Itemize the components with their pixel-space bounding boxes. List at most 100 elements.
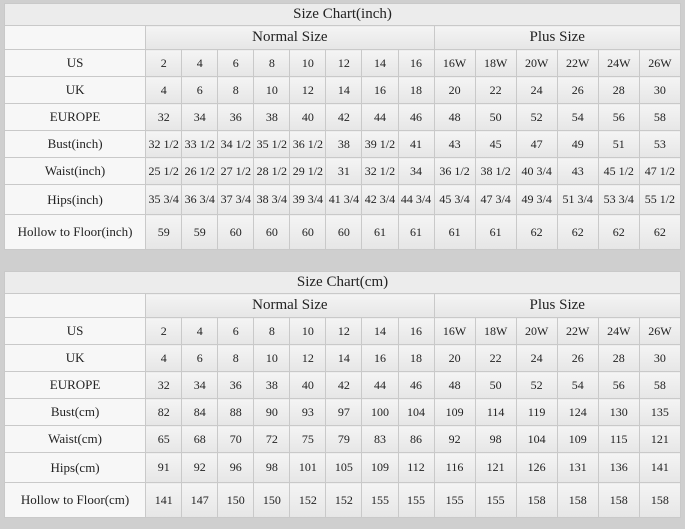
size-value-cell: 24	[515, 76, 558, 104]
size-value-cell: 28	[597, 76, 640, 104]
size-value-cell: 20W	[515, 317, 558, 345]
size-value-cell: 126	[515, 452, 558, 483]
size-value-cell: 10	[289, 49, 327, 77]
size-value-cell: 8	[217, 344, 255, 372]
size-value-cell: 79	[325, 425, 363, 453]
corner-cell	[3, 25, 147, 50]
size-value-cell: 53 3/4	[597, 184, 640, 215]
row-label: UK	[3, 344, 147, 372]
size-value-cell: 109	[361, 452, 399, 483]
size-value-cell: 33 1/2	[181, 130, 219, 158]
size-value-cell: 16W	[433, 317, 476, 345]
size-value-cell: 34	[397, 157, 435, 185]
size-value-cell: 155	[361, 482, 399, 518]
size-value-cell: 38 1/2	[474, 157, 517, 185]
size-value-cell: 37 3/4	[217, 184, 255, 215]
size-value-cell: 58	[638, 103, 682, 131]
size-value-cell: 104	[397, 398, 435, 426]
size-value-cell: 59	[145, 214, 183, 250]
size-value-cell: 24W	[597, 317, 640, 345]
size-value-cell: 131	[556, 452, 599, 483]
size-value-cell: 52	[515, 103, 558, 131]
group-normal-size: Normal Size	[145, 25, 435, 50]
size-value-cell: 4	[181, 317, 219, 345]
size-value-cell: 56	[597, 103, 640, 131]
size-value-cell: 150	[217, 482, 255, 518]
size-value-cell: 91	[145, 452, 183, 483]
size-value-cell: 47	[515, 130, 558, 158]
size-value-cell: 42	[325, 103, 363, 131]
size-value-cell: 32 1/2	[361, 157, 399, 185]
table-row: EUROPE 32 34 36 38 40 42 44 46 48 50 52 54 56 58	[3, 371, 682, 399]
row-label: US	[3, 317, 147, 345]
size-value-cell: 109	[556, 425, 599, 453]
size-value-cell: 121	[638, 425, 682, 453]
size-value-cell: 51 3/4	[556, 184, 599, 215]
size-value-cell: 20	[433, 344, 476, 372]
size-value-cell: 60	[253, 214, 291, 250]
size-value-cell: 158	[556, 482, 599, 518]
size-value-cell: 4	[145, 76, 183, 104]
table-row: UK 4 6 8 10 12 14 16 18 20 22 24 26 28 30	[3, 76, 682, 104]
table-row: Hips(cm) 91 92 96 98 101 105 109 112 116 121 126 131…	[3, 452, 682, 483]
size-value-cell: 24	[515, 344, 558, 372]
size-value-cell: 40	[289, 371, 327, 399]
size-value-cell: 6	[217, 49, 255, 77]
corner-cell	[3, 293, 147, 318]
size-value-cell: 43	[556, 157, 599, 185]
size-value-cell: 18W	[474, 49, 517, 77]
row-label: Hips(inch)	[3, 184, 147, 215]
size-value-cell: 22W	[556, 49, 599, 77]
size-value-cell: 61	[361, 214, 399, 250]
size-value-cell: 90	[253, 398, 291, 426]
size-value-cell: 62	[515, 214, 558, 250]
size-value-cell: 55 1/2	[638, 184, 682, 215]
size-value-cell: 36	[217, 371, 255, 399]
row-label: Hips(cm)	[3, 452, 147, 483]
size-chart-inch: Size Chart(inch) Normal Size Plus Size US 2 4…	[3, 3, 682, 250]
size-value-cell: 51	[597, 130, 640, 158]
size-value-cell: 14	[325, 344, 363, 372]
size-value-cell: 14	[361, 49, 399, 77]
size-value-cell: 30	[638, 344, 682, 372]
size-value-cell: 22	[474, 76, 517, 104]
row-label: Bust(cm)	[3, 398, 147, 426]
size-value-cell: 20	[433, 76, 476, 104]
size-value-cell: 6	[217, 317, 255, 345]
size-value-cell: 150	[253, 482, 291, 518]
size-value-cell: 16	[397, 317, 435, 345]
size-value-cell: 48	[433, 371, 476, 399]
size-value-cell: 39 1/2	[361, 130, 399, 158]
size-value-cell: 56	[597, 371, 640, 399]
size-value-cell: 43	[433, 130, 476, 158]
size-value-cell: 4	[145, 344, 183, 372]
size-value-cell: 86	[397, 425, 435, 453]
size-value-cell: 25 1/2	[145, 157, 183, 185]
table-row: Bust(cm) 82 84 88 90 93 97 100 104 109 114 119 124 13…	[3, 398, 682, 426]
size-value-cell: 61	[397, 214, 435, 250]
size-value-cell: 158	[597, 482, 640, 518]
row-label: EUROPE	[3, 371, 147, 399]
size-value-cell: 34	[181, 371, 219, 399]
size-value-cell: 130	[597, 398, 640, 426]
size-value-cell: 50	[474, 103, 517, 131]
size-value-cell: 124	[556, 398, 599, 426]
size-value-cell: 105	[325, 452, 363, 483]
size-value-cell: 16	[397, 49, 435, 77]
size-value-cell: 46	[397, 103, 435, 131]
size-value-cell: 41 3/4	[325, 184, 363, 215]
size-value-cell: 30	[638, 76, 682, 104]
chart-title: Size Chart(cm)	[4, 271, 681, 294]
size-value-cell: 45	[474, 130, 517, 158]
size-value-cell: 47 3/4	[474, 184, 517, 215]
size-value-cell: 12	[289, 76, 327, 104]
group-plus-size: Plus Size	[433, 293, 682, 318]
size-value-cell: 62	[556, 214, 599, 250]
size-value-cell: 36 1/2	[289, 130, 327, 158]
size-value-cell: 35 1/2	[253, 130, 291, 158]
size-value-cell: 2	[145, 317, 183, 345]
size-value-cell: 61	[433, 214, 476, 250]
size-value-cell: 61	[474, 214, 517, 250]
size-value-cell: 8	[253, 49, 291, 77]
size-value-cell: 152	[325, 482, 363, 518]
